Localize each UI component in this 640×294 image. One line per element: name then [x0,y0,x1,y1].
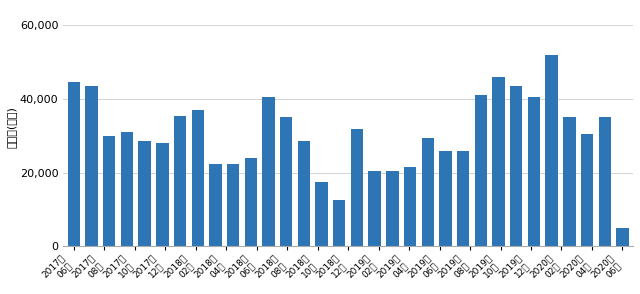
Bar [209,163,221,246]
Bar [85,86,98,246]
Bar [174,116,186,246]
Bar [156,143,168,246]
Bar [457,151,469,246]
Bar [244,158,257,246]
Bar [545,55,558,246]
Bar [103,136,115,246]
Bar [280,118,292,246]
Bar [386,171,399,246]
Bar [191,110,204,246]
Bar [439,151,452,246]
Bar [262,97,275,246]
Y-axis label: 거래량(건수): 거래량(건수) [7,106,17,148]
Bar [369,171,381,246]
Bar [475,95,487,246]
Bar [492,77,505,246]
Bar [298,141,310,246]
Bar [598,118,611,246]
Bar [138,141,151,246]
Bar [510,86,522,246]
Bar [563,118,575,246]
Bar [422,138,434,246]
Bar [581,134,593,246]
Bar [316,182,328,246]
Bar [68,83,80,246]
Bar [616,228,628,246]
Bar [227,163,239,246]
Bar [404,167,416,246]
Bar [333,201,346,246]
Bar [351,128,363,246]
Bar [121,132,133,246]
Bar [528,97,540,246]
